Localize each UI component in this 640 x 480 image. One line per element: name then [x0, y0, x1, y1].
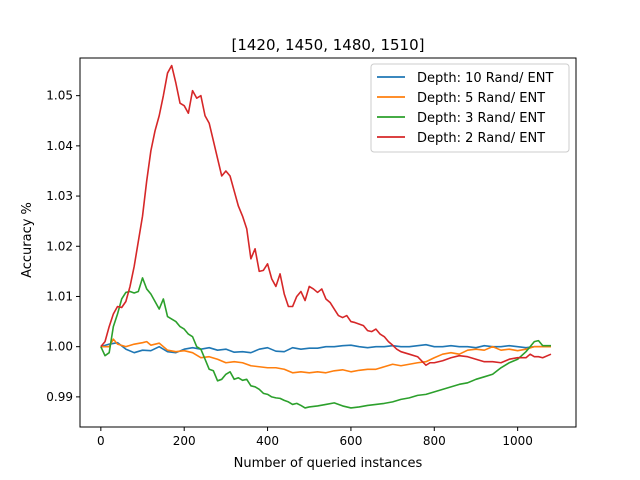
y-tick-label: 1.02 — [46, 239, 73, 253]
legend-label: Depth: 3 Rand/ ENT — [417, 111, 545, 126]
series-lines — [100, 64, 552, 409]
y-tick-label: 1.03 — [46, 189, 73, 203]
x-tick-label: 600 — [339, 434, 362, 448]
axes: 0 200 400 600 800 1000 0.99 1.00 1.01 1.02 1.03 1.0… — [46, 57, 577, 448]
series-line-1 — [100, 341, 551, 354]
x-tick-label: 800 — [423, 434, 446, 448]
legend: Depth: 10 Rand/ ENT Depth: 5 Rand/ ENT Dep… — [370, 63, 570, 153]
y-tick-label: 1.04 — [46, 139, 73, 153]
x-tick-label: 400 — [256, 434, 279, 448]
series-line-3 — [100, 277, 551, 409]
chart-title: [1420, 1450, 1480, 1510] — [231, 36, 424, 54]
legend-box — [370, 63, 570, 153]
legend-label: Depth: 5 Rand/ ENT — [417, 91, 545, 106]
y-tick-label: 0.99 — [46, 390, 73, 404]
x-tick-label: 200 — [173, 434, 196, 448]
legend-label: Depth: 2 Rand/ ENT — [417, 131, 545, 146]
x-axis-label: Number of queried instances — [234, 456, 423, 471]
y-tick-label: 1.00 — [46, 340, 73, 354]
x-tick-label: 0 — [97, 434, 105, 448]
y-axis-label: Accuracy % — [20, 202, 35, 278]
series-line-2 — [100, 338, 551, 374]
legend-label: Depth: 10 Rand/ ENT — [417, 71, 553, 86]
plot-frame — [79, 57, 577, 428]
series-line-4 — [100, 64, 552, 367]
y-tick-label: 1.05 — [46, 89, 73, 103]
y-tick-label: 1.01 — [46, 289, 73, 303]
x-tick-label: 1000 — [502, 434, 533, 448]
